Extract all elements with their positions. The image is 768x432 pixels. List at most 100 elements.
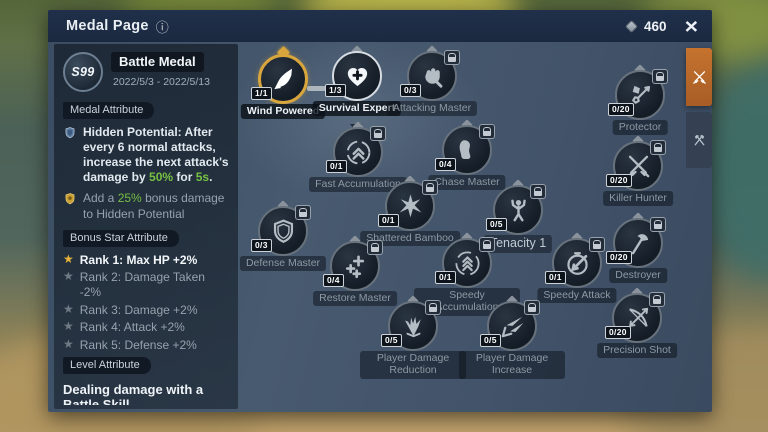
- palm-burst-icon: [404, 316, 421, 337]
- rank-label: Rank 2: Damage Taken -2%: [79, 270, 205, 299]
- node-label: Tenacity 1: [483, 235, 553, 253]
- lock-icon: [479, 124, 495, 139]
- lock-icon: [530, 184, 546, 199]
- side-tab-active-0[interactable]: [686, 48, 712, 106]
- lock-icon: [524, 300, 540, 315]
- node-count-badge: 0/20: [606, 174, 632, 187]
- currency-amount: 460: [644, 18, 667, 34]
- info-circle-icon[interactable]: ⓘ: [155, 19, 169, 35]
- currency-gem-icon: [625, 19, 638, 33]
- node-count-badge: 1/1: [251, 87, 272, 100]
- medal-node-destroyer[interactable]: 0/20 Destroyer: [606, 212, 667, 284]
- medal-node-speedy-attack[interactable]: 0/1 Speedy Attack: [537, 232, 617, 304]
- bonus-star-rank-item: ★ Rank 4: Attack +2%: [63, 320, 229, 335]
- section-title-bonus-star: Bonus Star Attribute: [63, 229, 179, 247]
- crossed-hammers-icon: [694, 134, 704, 145]
- bonus-star-ranks: ★ Rank 1: Max HP +2% ★ Rank 2: Damage Taken…: [63, 252, 229, 353]
- bonus-star-rank-item: ★ Rank 2: Damage Taken -2%: [63, 270, 229, 299]
- flex-person-icon: [510, 199, 526, 221]
- medal-node-attacking-master[interactable]: 0/3 Attacking Master: [386, 45, 478, 117]
- shatter-icon: [399, 193, 421, 217]
- medal-node-shattered-bamboo[interactable]: 0/1 Shattered Bamboo: [360, 175, 460, 247]
- node-count-badge: 0/3: [400, 84, 421, 97]
- medal-effect-text: Add a 25% bonus damage to Hidden Potenti…: [83, 191, 225, 221]
- side-tab-inactive-1[interactable]: [686, 112, 712, 168]
- medal-name: Battle Medal: [111, 52, 204, 72]
- medal-node-survival-expert[interactable]: 1/3 Survival Expert: [312, 45, 402, 117]
- rank-label: Rank 3: Damage +2%: [79, 302, 198, 317]
- shield-emblem-icon: [65, 127, 75, 139]
- medal-node-wind-powered[interactable]: 1/1 Wind Powered: [240, 46, 326, 120]
- level-attribute-text-line1: Dealing damage with a: [63, 382, 204, 398]
- medal-node-killer-hunter[interactable]: 0/20 Killer Hunter: [603, 135, 673, 207]
- node-count-badge: 0/5: [480, 334, 501, 347]
- node-count-badge: 0/1: [378, 214, 399, 227]
- node-label: Player Damage Reduction: [360, 351, 466, 379]
- medal-attribute-effects: Hidden Potential: After every 6 normal a…: [63, 125, 229, 222]
- fist-icon: [424, 67, 442, 88]
- medal-effect-item: Hidden Potential: After every 6 normal a…: [63, 125, 229, 185]
- close-button[interactable]: ×: [684, 13, 698, 38]
- node-count-badge: 0/4: [323, 274, 344, 287]
- lock-icon: [650, 217, 666, 232]
- node-count-badge: 0/1: [326, 160, 347, 173]
- lock-icon: [479, 237, 495, 252]
- lock-icon: [650, 140, 666, 155]
- lock-icon: [444, 50, 460, 65]
- lock-icon: [589, 237, 605, 252]
- medal-node-defense-master[interactable]: 0/3 Defense Master: [239, 200, 327, 272]
- node-label: Killer Hunter: [603, 191, 673, 207]
- double-chevron-icon: [346, 140, 370, 164]
- medal-node-chase-master[interactable]: 0/4 Chase Master: [428, 119, 506, 191]
- node-label: Fast Accumulation: [309, 177, 407, 193]
- node-label: Defense Master: [239, 256, 327, 272]
- node-count-badge: 0/3: [251, 239, 272, 252]
- node-label: Wind Powered: [240, 104, 326, 120]
- medal-effect-text: Hidden Potential: After every 6 normal a…: [83, 125, 229, 185]
- panel-header: Medal Page ⓘ 460 ×: [48, 10, 712, 42]
- bonus-star-rank-item: ★ Rank 5: Defense +2%: [63, 337, 229, 353]
- node-label: Survival Expert: [312, 101, 402, 117]
- node-count-badge: 0/5: [381, 334, 402, 347]
- lock-icon: [422, 180, 438, 195]
- star-icon: ★: [63, 319, 74, 334]
- lock-icon: [367, 240, 383, 255]
- rank-label: Rank 1: Max HP +2%: [79, 252, 198, 267]
- shield-node-icon: [273, 218, 293, 243]
- node-count-badge: 0/20: [608, 103, 634, 116]
- medal-grade-badge: S99: [63, 52, 103, 92]
- node-label: Destroyer: [609, 268, 667, 284]
- lock-icon: [370, 126, 386, 141]
- medal-node-player-damage-increase[interactable]: 0/5 Player Damage Increase: [459, 295, 565, 379]
- page-title: Medal Page: [66, 18, 149, 34]
- wind-swoosh-icon: [273, 68, 292, 89]
- node-label: Speedy Attack: [537, 288, 617, 304]
- node-label: Restore Master: [313, 291, 397, 307]
- star-icon: ★: [63, 269, 74, 284]
- medal-node-speedy-accumulation[interactable]: 0/1 Speedy Accumulation: [414, 232, 520, 316]
- lock-icon: [649, 292, 665, 307]
- medal-node-precision-shot[interactable]: 0/20 Precision Shot: [597, 287, 677, 359]
- rank-label: Rank 5: Defense +2%: [79, 337, 197, 352]
- bonus-star-rank-item: ★ Rank 3: Damage +2%: [63, 302, 229, 318]
- node-count-badge: 0/1: [435, 271, 456, 284]
- foot-icon: [459, 139, 470, 159]
- medal-effect-item: Add a 25% bonus damage to Hidden Potenti…: [63, 191, 229, 221]
- medal-node-tenacity-1[interactable]: 0/5 Tenacity 1: [483, 179, 553, 253]
- medal-node-restore-master[interactable]: 0/4 Restore Master: [313, 235, 397, 307]
- rank-label: Rank 4: Attack +2%: [79, 320, 185, 335]
- node-label: Protector: [612, 120, 668, 136]
- medal-node-protector[interactable]: 0/20 Protector: [608, 64, 668, 136]
- bow-arrow-icon: [628, 307, 648, 327]
- medal-node-player-damage-reduction[interactable]: 0/5 Player Damage Reduction: [360, 295, 466, 379]
- node-count-badge: 0/20: [606, 251, 632, 264]
- section-title-level-attribute: Level Attribute: [63, 357, 151, 375]
- level-attribute-text-line2: Battle Skill: [63, 397, 130, 406]
- gold-emblem-icon: [65, 193, 75, 205]
- node-label: Precision Shot: [597, 343, 677, 359]
- medal-node-fast-accumulation[interactable]: 0/1 Fast Accumulation: [309, 121, 407, 193]
- bonus-star-rank-item: ★ Rank 1: Max HP +2%: [63, 252, 229, 268]
- axe-icon: [631, 233, 648, 254]
